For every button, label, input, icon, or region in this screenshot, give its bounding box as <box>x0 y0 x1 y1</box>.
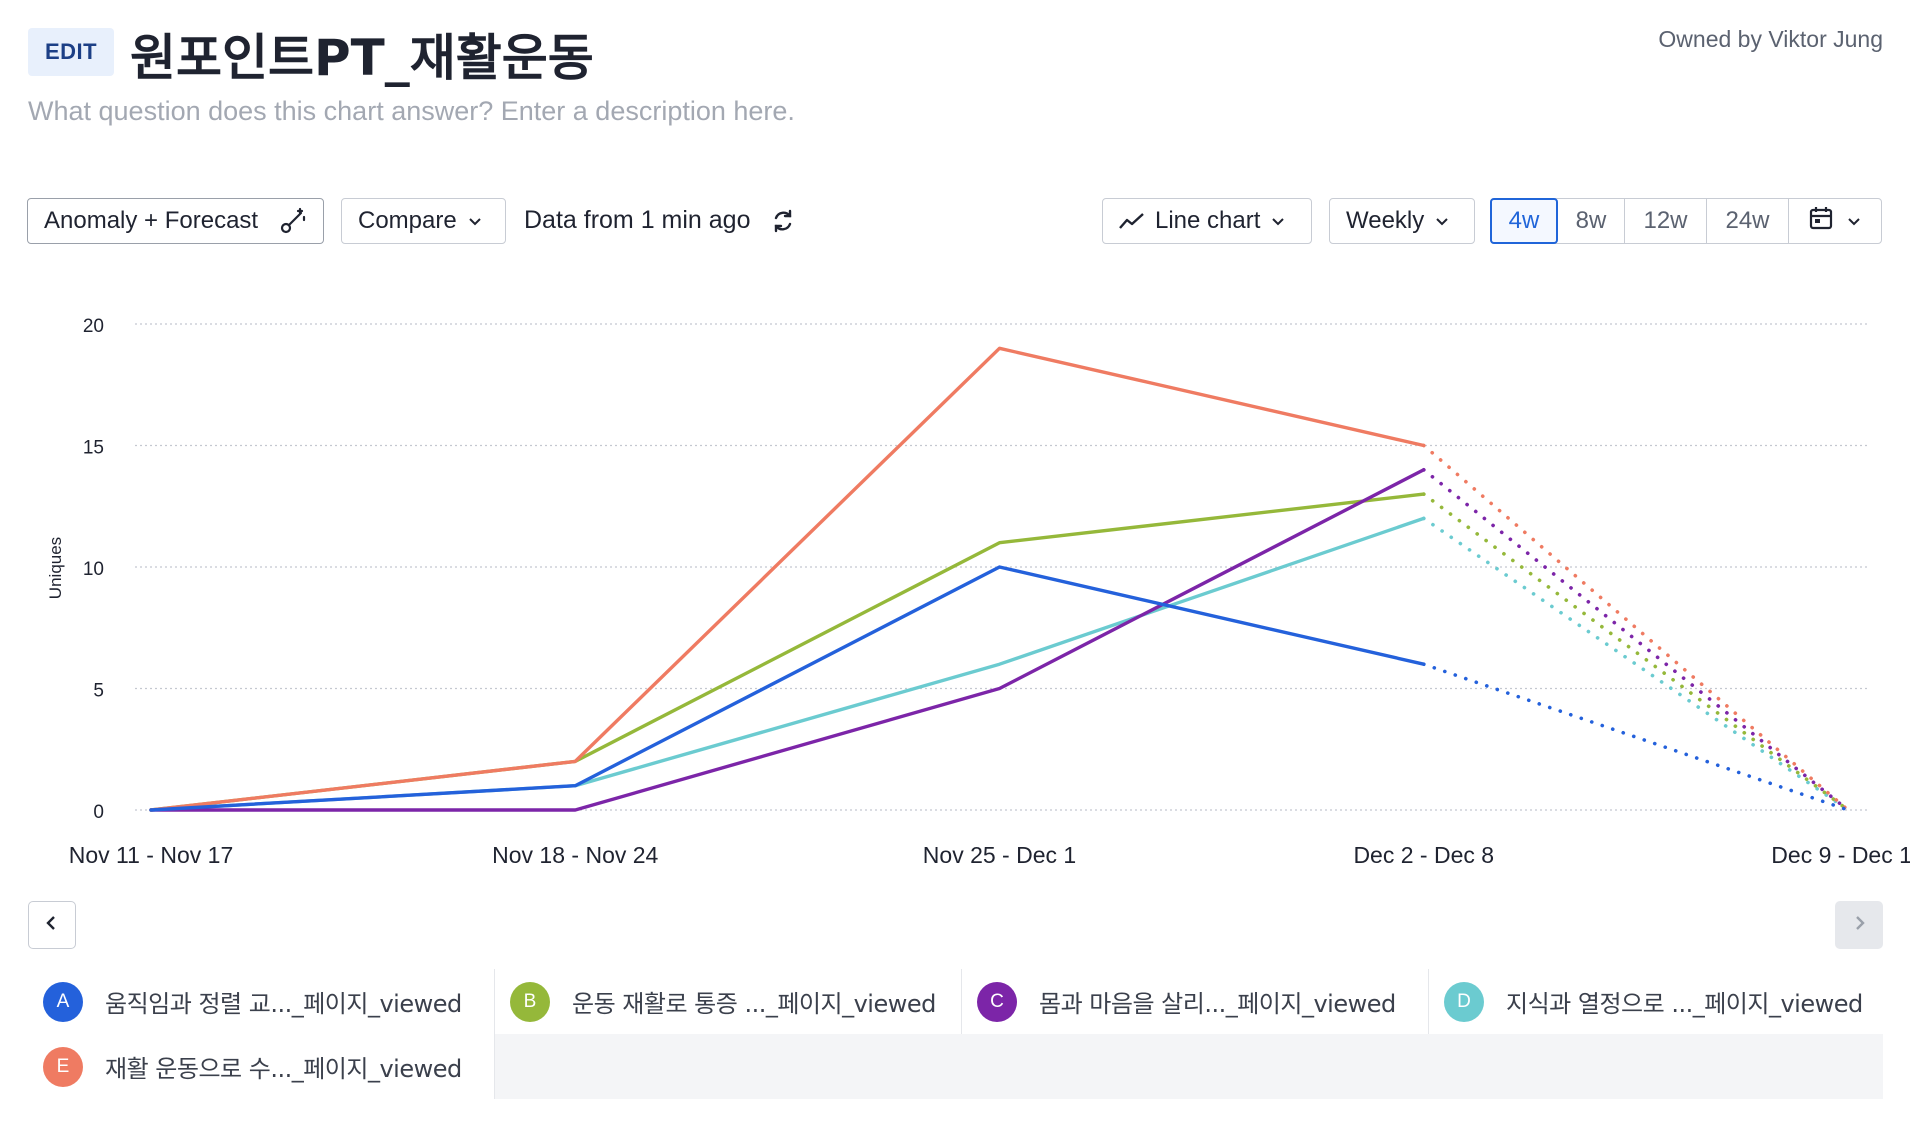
y-tick-label: 0 <box>93 802 104 823</box>
chevron-right-icon <box>1850 914 1868 937</box>
chevron-down-icon <box>1434 213 1450 229</box>
legend-item-b[interactable]: B 운동 재활로 통증 ..._페이지_viewed <box>495 969 962 1034</box>
interval-label: Weekly <box>1346 207 1425 234</box>
y-tick-label: 20 <box>83 316 104 337</box>
anomaly-forecast-button[interactable]: Anomaly + Forecast <box>27 198 324 244</box>
description-input[interactable]: What question does this chart answer? En… <box>28 96 795 126</box>
legend-label: 움직임과 정렬 교..._페이지_viewed <box>105 990 462 1018</box>
series-badge-d: D <box>1444 981 1484 1022</box>
legend-next-button[interactable] <box>1835 901 1883 949</box>
y-axis-label: Uniques <box>46 537 65 599</box>
legend-label: 운동 재활로 통증 ..._페이지_viewed <box>572 990 936 1018</box>
series-legend: A 움직임과 정렬 교..._페이지_viewed B 운동 재활로 통증 ..… <box>28 969 1883 1099</box>
x-tick-label: Nov 11 - Nov 17 <box>69 842 233 868</box>
forecast-line-a <box>1421 662 1850 812</box>
chart-canvas: 0 5 10 15 20 Uniques Nov 11 - Nov 17 Nov 18 - N… <box>46 316 1910 868</box>
x-tick-label: Dec 2 - Dec 8 <box>1353 842 1494 868</box>
compare-label: Compare <box>358 207 457 234</box>
compare-dropdown[interactable]: Compare <box>341 198 506 244</box>
series-badge-e: E <box>43 1046 83 1087</box>
y-tick-label: 5 <box>93 681 104 702</box>
series-line-e <box>149 346 1426 812</box>
forecast-line-b <box>1421 492 1850 812</box>
series-line-b <box>149 492 1426 812</box>
anomaly-forecast-label: Anomaly + Forecast <box>44 207 259 234</box>
range-8w-button[interactable]: 8w <box>1558 199 1625 243</box>
series-line-a <box>149 565 1426 812</box>
legend-label: 재활 운동으로 수..._페이지_viewed <box>105 1055 462 1083</box>
interval-dropdown[interactable]: Weekly <box>1329 198 1475 244</box>
forecast-line-d <box>1421 516 1850 812</box>
magic-wand-icon <box>279 207 307 235</box>
legend-prev-button[interactable] <box>28 901 76 949</box>
x-tick-label: Nov 25 - Dec 1 <box>923 842 1076 868</box>
range-12w-button[interactable]: 12w <box>1625 199 1707 243</box>
series-badge-a: A <box>43 981 83 1022</box>
legend-item-c[interactable]: C 몸과 마음을 살리..._페이지_viewed <box>962 969 1429 1034</box>
chart-type-dropdown[interactable]: Line chart <box>1102 198 1312 244</box>
chevron-down-icon <box>467 213 483 229</box>
series-line-d <box>149 516 1426 812</box>
x-tick-label: Dec 9 - Dec 15 <box>1771 842 1910 868</box>
chevron-down-icon <box>1846 213 1862 229</box>
page-title[interactable]: 원포인트PT_재활운동 <box>130 29 594 87</box>
y-tick-label: 10 <box>83 559 104 580</box>
legend-item-a[interactable]: A 움직임과 정렬 교..._페이지_viewed <box>28 969 495 1034</box>
edit-badge[interactable]: EDIT <box>28 28 114 76</box>
forecast-line-e <box>1421 443 1850 812</box>
range-24w-button[interactable]: 24w <box>1707 199 1789 243</box>
owner-label: Owned by Viktor Jung <box>1658 26 1883 52</box>
y-tick-label: 15 <box>83 438 104 459</box>
series-badge-c: C <box>977 981 1017 1022</box>
range-4w-button[interactable]: 4w <box>1490 198 1558 244</box>
calendar-icon <box>1808 205 1834 238</box>
legend-item-e[interactable]: E 재활 운동으로 수..._페이지_viewed <box>28 1034 495 1099</box>
chevron-down-icon <box>1270 213 1286 229</box>
date-range-selector: 4w 8w 12w 24w <box>1490 198 1882 244</box>
data-freshness-label: Data from 1 min ago <box>524 206 751 234</box>
legend-label: 몸과 마음을 살리..._페이지_viewed <box>1039 990 1396 1018</box>
refresh-icon[interactable] <box>768 206 798 236</box>
forecast-line-c <box>1421 468 1850 812</box>
chevron-left-icon <box>43 914 61 937</box>
calendar-dropdown[interactable] <box>1789 199 1881 243</box>
line-chart: 0 5 10 15 20 Uniques Nov 11 - Nov 17 Nov 18 - N… <box>0 290 1910 880</box>
series-line-c <box>149 468 1426 812</box>
series-badge-b: B <box>510 981 550 1022</box>
line-chart-icon <box>1119 211 1145 231</box>
legend-item-d[interactable]: D 지식과 열정으로 ..._페이지_viewed <box>1429 969 1883 1034</box>
x-tick-label: Nov 18 - Nov 24 <box>492 842 658 868</box>
chart-type-label: Line chart <box>1155 207 1261 234</box>
legend-label: 지식과 열정으로 ..._페이지_viewed <box>1506 990 1863 1018</box>
